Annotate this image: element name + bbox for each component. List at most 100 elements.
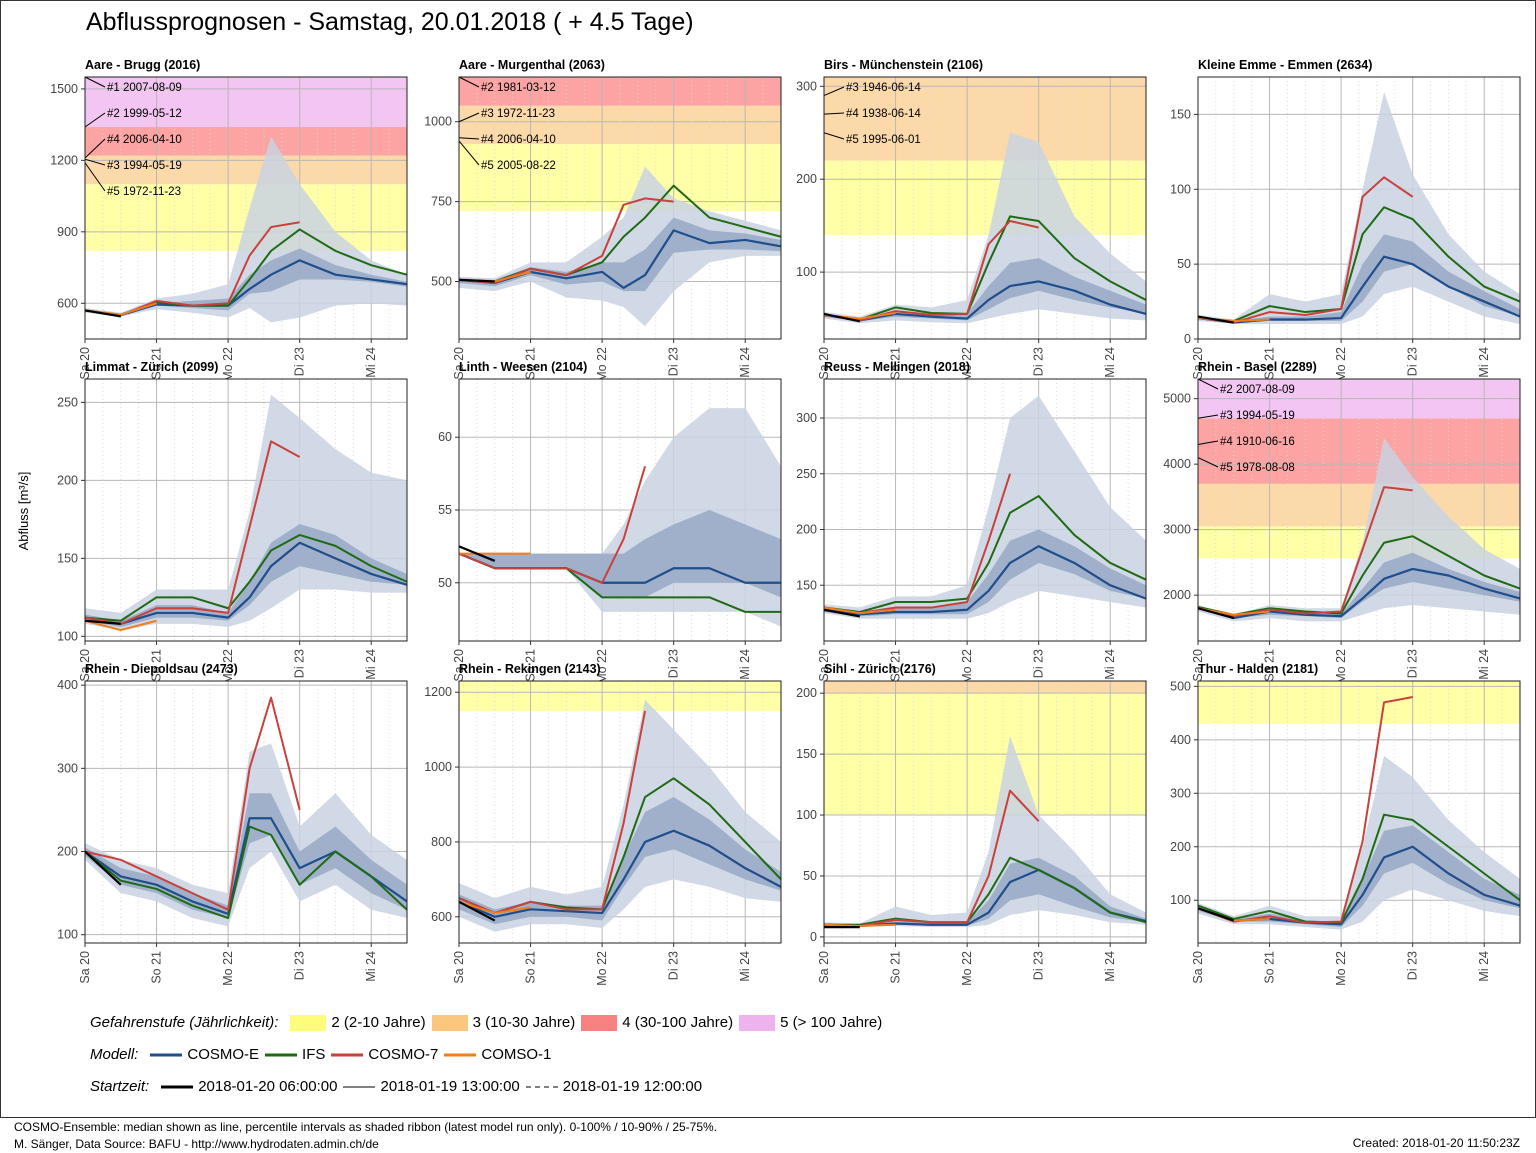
ribbon-25-75 [85,524,407,627]
series-cosmo1 [823,606,896,615]
x-tick-label: Di 23 [667,347,681,376]
panel-4: Limmat - Zürich (2099) 100 150 200 250 Sa 20 S… [57,360,408,684]
series-cosmo1 [823,923,896,927]
ribbon-25-75 [459,797,781,925]
series-ifs [1197,535,1521,616]
y-tick-label: 300 [796,79,817,93]
y-tick-label: 250 [57,395,78,409]
y-tick-label: 150 [796,747,817,761]
event-label: #5 2005-08-22 [481,160,556,172]
event-leader [84,158,106,166]
event-leader [84,76,106,88]
panel-title: Birs - Münchenstein (2106) [824,58,983,72]
legend-model-title: Modell: [90,1046,139,1063]
event-label: #3 1994-05-19 [1220,410,1295,422]
x-tick-label: So 21 [524,649,538,682]
y-tick-label: 200 [1170,840,1191,854]
x-tick-label: Mo 22 [960,649,974,684]
series-observed [84,850,122,886]
x-tick-label: Di 23 [293,649,307,678]
x-tick-label: Mi 24 [364,649,378,680]
y-tick-label: 60 [438,430,452,444]
x-tick-label: Di 23 [1032,649,1046,678]
series-observed [84,619,121,625]
x-tick-label: Di 23 [1406,347,1420,376]
legend-danger: Gefahrenstufe (Jährlichkeit): 2 (2-10 Ja… [90,1014,888,1031]
legend-model-ifs: IFS [265,1046,326,1063]
panel-7: Rhein - Basel (2289) #2 2007-08-09 #3 1994… [1163,360,1521,684]
panel-2: Birs - Münchenstein (2106) #3 1946-06-14 #… [796,58,1147,382]
plot-frame [84,76,408,340]
event-leader [458,112,480,123]
x-tick-label: Mo 22 [595,649,609,684]
y-tick-label: 300 [796,411,817,425]
event-leader [823,112,845,115]
x-tick-label: Sa 20 [452,347,466,380]
footer-line-1: COSMO-Ensemble: median shown as line, pe… [14,1120,718,1134]
x-tick-label: Mi 24 [1103,347,1117,378]
y-tick-label: 500 [431,274,452,288]
x-tick-label: So 21 [524,951,538,984]
series-ifs [824,856,1147,926]
y-tick-label: 400 [1170,733,1191,747]
event-leader [84,162,106,192]
event-leader [84,112,106,128]
x-tick-label: Mo 22 [595,347,609,382]
y-tick-label: 50 [438,576,452,590]
series-cosmo7 [458,466,647,584]
event-leader [84,138,106,159]
panel-title: Rhein - Basel (2289) [1198,360,1317,374]
y-tick-label: 200 [57,845,78,859]
x-tick-label: Mo 22 [960,951,974,986]
x-tick-label: Di 23 [667,649,681,678]
y-tick-label: 100 [57,629,78,643]
x-tick-label: Sa 20 [1191,347,1205,380]
x-tick-label: So 21 [150,649,164,682]
x-tick-label: Mi 24 [1477,347,1491,378]
y-tick-label: 500 [1170,679,1191,693]
x-tick-label: Mo 22 [221,951,235,986]
plot-frame [1197,680,1521,944]
series-observed [823,312,861,323]
panel-0: Aare - Brugg (2016) #1 2007-08-09 #2 1999-… [50,58,408,382]
ribbon-25-75 [85,793,407,919]
ribbon-0-100 [459,166,781,327]
panel-5: Linth - Weesen (2104) 50 55 60 Sa 20 So 21 Mo … [438,360,782,684]
y-tick-label: 4000 [1163,457,1191,471]
series-observed [458,900,496,922]
series-cosmo7 [84,696,301,911]
panel-title: Linth - Weesen (2104) [459,360,587,374]
event-label: #4 1910-06-16 [1220,436,1295,448]
series-ifs [1197,206,1521,323]
series-ifs [823,495,1147,614]
x-tick-label: Sa 20 [1191,951,1205,984]
event-label: #3 1994-05-19 [107,160,182,172]
x-tick-label: Mi 24 [738,649,752,680]
ribbon-25-75 [824,529,1146,617]
panel-title: Rhein - Diepoldsau (2473) [85,662,238,676]
panel-title: Aare - Murgenthal (2063) [459,58,605,72]
x-tick-label: Di 23 [293,951,307,980]
y-tick-label: 100 [1170,182,1191,196]
y-tick-label: 0 [1184,332,1191,346]
series-cosmo-e-median [823,280,1147,322]
panel-title: Aare - Brugg (2016) [85,58,200,72]
x-tick-label: Mi 24 [1477,951,1491,982]
x-tick-label: Mo 22 [1334,649,1348,684]
event-label: #5 1995-06-01 [846,134,921,146]
legend-start-title: Startzeit: [90,1078,150,1095]
series-cosmo-e-median [84,541,408,625]
y-tick-label: 100 [796,808,817,822]
plot-frame [823,76,1147,340]
y-tick-label: 150 [1170,107,1191,121]
x-tick-label: Mo 22 [595,951,609,986]
panel-8: Rhein - Diepoldsau (2473) 100 200 300 400 Sa … [57,662,408,986]
y-tick-label: 250 [796,467,817,481]
panel-title: Kleine Emme - Emmen (2634) [1198,58,1372,72]
x-tick-label: So 21 [1263,951,1277,984]
y-tick-label: 150 [57,551,78,565]
plot-frame [823,680,1147,944]
event-label: #5 1972-11-23 [107,186,181,198]
legend-model-cosmo7: COSMO-7 [331,1046,439,1063]
x-tick-label: Mo 22 [1334,347,1348,382]
